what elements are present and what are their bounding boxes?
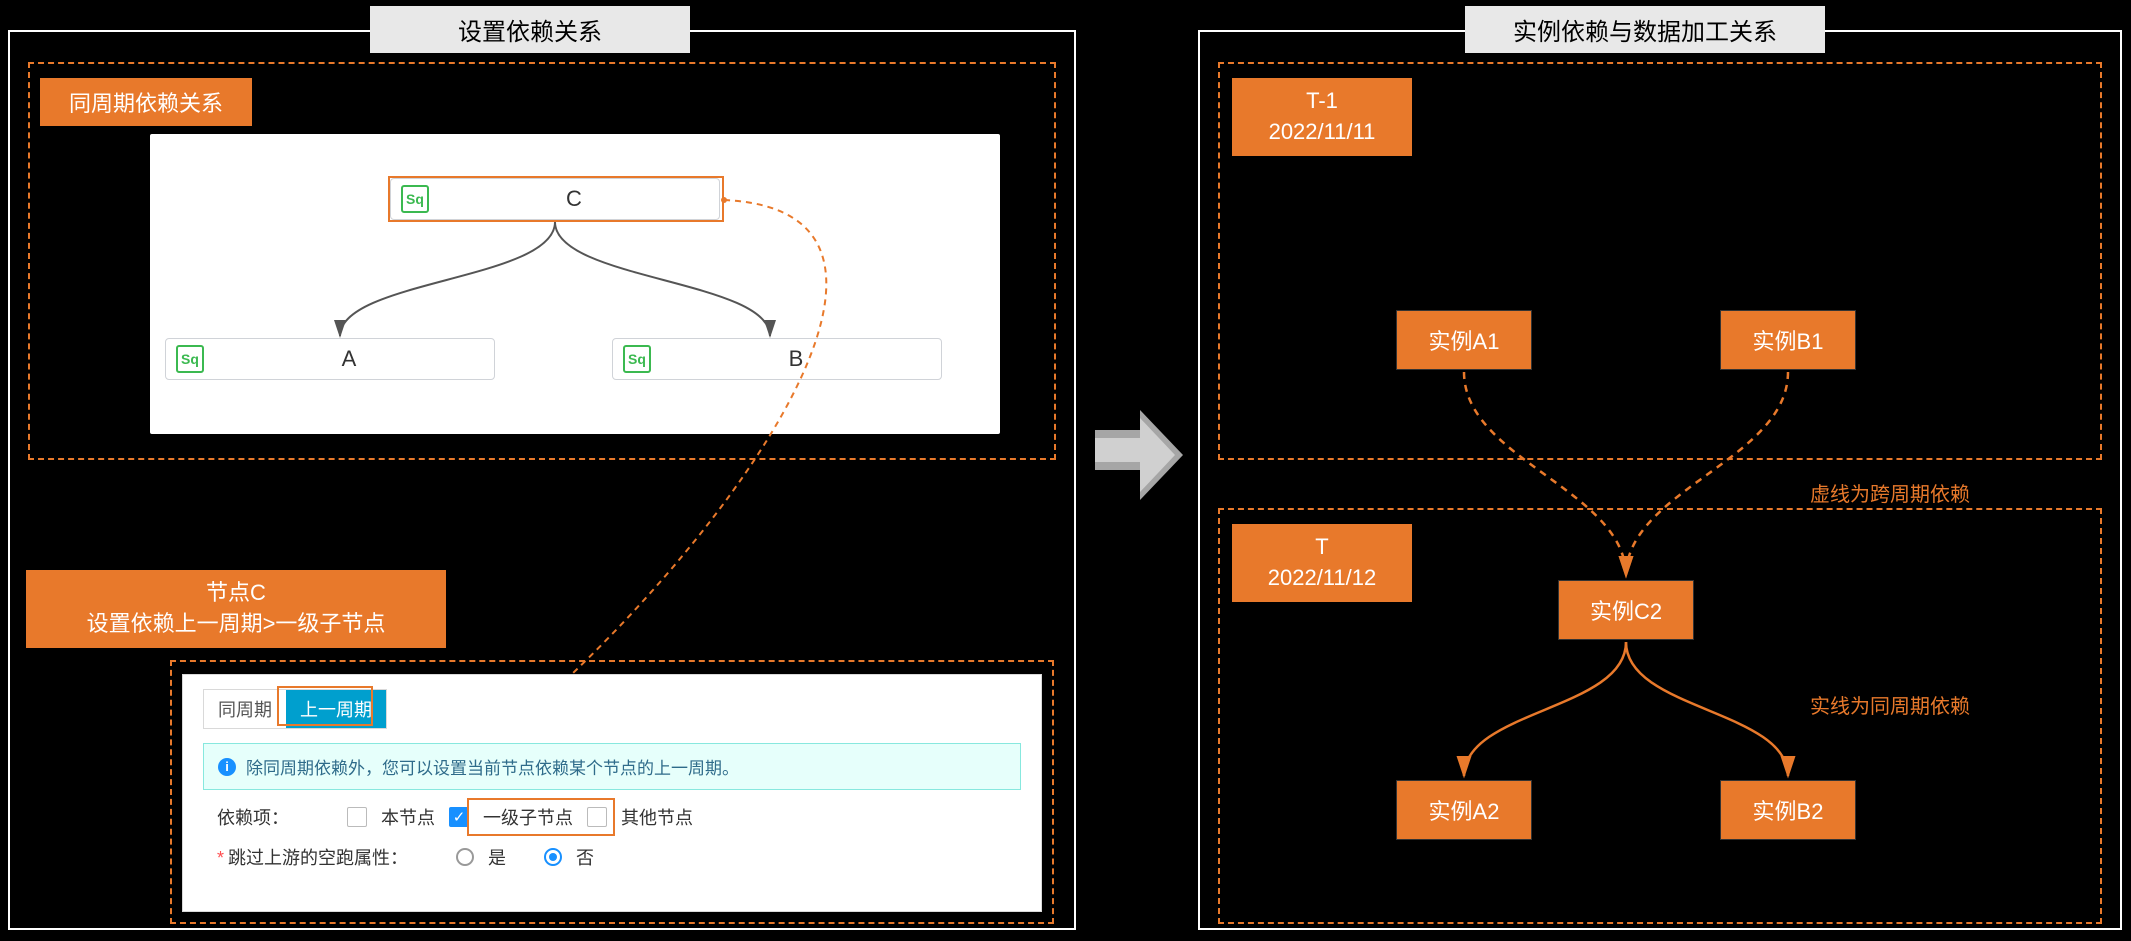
dag-node-label: B	[651, 346, 941, 372]
node-b1: 实例B1	[1720, 310, 1856, 370]
info-icon: i	[218, 758, 236, 776]
sq-icon: Sq	[176, 345, 204, 373]
badge-line: T	[1248, 532, 1396, 563]
dag-node-b[interactable]: Sq B	[612, 338, 942, 380]
radio-yes[interactable]	[456, 848, 474, 866]
dep-label: 依赖项：	[217, 804, 289, 830]
opt-self: 本节点	[381, 804, 435, 830]
badge-line: 设置依赖上一周期>一级子节点	[42, 609, 430, 640]
period-tabs: 同周期 上一周期	[203, 689, 387, 729]
radio-no[interactable]	[544, 848, 562, 866]
right-panel-title: 实例依赖与数据加工关系	[1465, 6, 1825, 53]
badge-line: 节点C	[42, 578, 430, 609]
badge-line: 2022/11/11	[1248, 117, 1396, 148]
dag-node-c[interactable]: Sq C	[390, 178, 720, 220]
legend-dashed: 虚线为跨周期依赖	[1810, 478, 1970, 507]
required-star: *	[217, 848, 224, 868]
opt-yes: 是	[488, 844, 506, 870]
badge-t: T 2022/11/12	[1232, 524, 1412, 602]
sq-icon: Sq	[623, 345, 651, 373]
dag-node-label: A	[204, 346, 494, 372]
dag-node-a[interactable]: Sq A	[165, 338, 495, 380]
skip-label: 跳过上游的空跑属性：	[228, 848, 408, 868]
skip-row: *跳过上游的空跑属性： 是 否	[203, 844, 1021, 870]
checkbox-self[interactable]	[347, 807, 367, 827]
badge-line: T-1	[1248, 86, 1396, 117]
node-a1: 实例A1	[1396, 310, 1532, 370]
dep-row: 依赖项： 本节点 ✓ 一级子节点 其他节点	[203, 804, 1021, 830]
opt-other: 其他节点	[621, 804, 693, 830]
big-arrow-icon	[1095, 400, 1185, 520]
config-form: 同周期 上一周期 i 除同周期依赖外，您可以设置当前节点依赖某个节点的上一周期。…	[182, 674, 1042, 912]
sq-icon: Sq	[401, 185, 429, 213]
legend-solid: 实线为同周期依赖	[1810, 690, 1970, 719]
opt-no: 否	[576, 844, 594, 870]
checkbox-child[interactable]: ✓	[449, 807, 469, 827]
node-a2: 实例A2	[1396, 780, 1532, 840]
node-c2: 实例C2	[1558, 580, 1694, 640]
badge-node-c-config: 节点C 设置依赖上一周期>一级子节点	[26, 570, 446, 648]
badge-same-period: 同周期依赖关系	[40, 78, 252, 126]
info-message: i 除同周期依赖外，您可以设置当前节点依赖某个节点的上一周期。	[203, 743, 1021, 790]
opt-child: 一级子节点	[483, 804, 573, 830]
checkbox-other[interactable]	[587, 807, 607, 827]
info-text: 除同周期依赖外，您可以设置当前节点依赖某个节点的上一周期。	[246, 754, 739, 779]
badge-line: 2022/11/12	[1248, 563, 1396, 594]
badge-t1: T-1 2022/11/11	[1232, 78, 1412, 156]
node-b2: 实例B2	[1720, 780, 1856, 840]
left-panel-title: 设置依赖关系	[370, 6, 690, 53]
tab-same-period[interactable]: 同周期	[204, 690, 286, 728]
dag-node-label: C	[429, 186, 719, 212]
tab-prev-period[interactable]: 上一周期	[286, 690, 386, 728]
